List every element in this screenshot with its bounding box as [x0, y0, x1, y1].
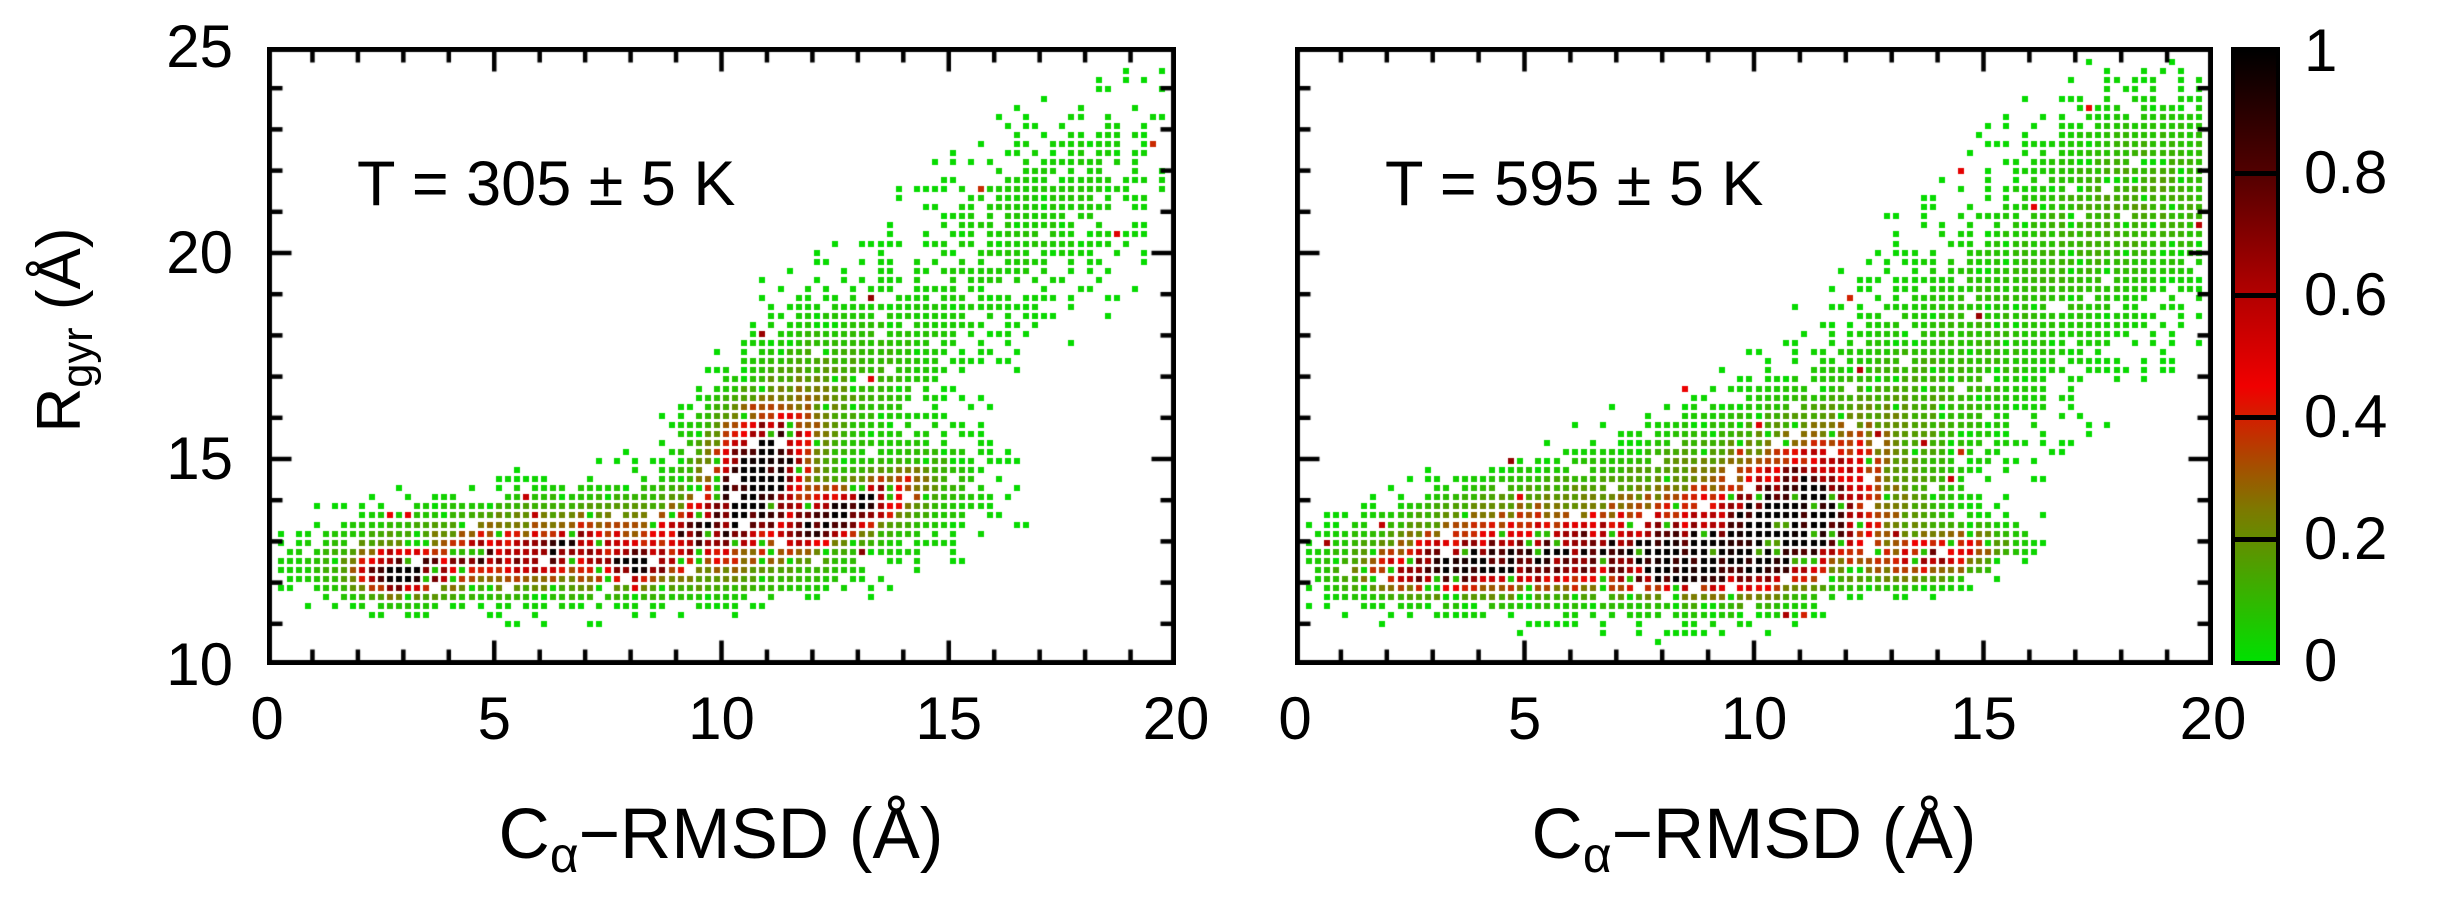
x-tick-label: 20 [2179, 685, 2247, 752]
x-tick-label: 20 [1142, 685, 1210, 752]
colorbar-tick-label: 1 [2304, 17, 2338, 84]
panel-annotation-305k: T = 305 ± 5 K [357, 149, 736, 219]
x-axis-title-rest: −RMSD (Å) [578, 795, 944, 874]
colorbar-tick-line [2235, 537, 2276, 542]
y-tick-label: 20 [166, 219, 233, 286]
x-tick-label: 15 [1950, 685, 2017, 752]
x-tick-label: 5 [1507, 685, 1542, 752]
y-tick-label: 15 [166, 425, 233, 492]
x-axis-title-left: Cα−RMSD (Å) [499, 799, 944, 880]
y-axis-title: Rgyr (Å) [25, 228, 102, 433]
x-tick-label: 0 [1278, 685, 1312, 752]
colorbar-tick-label: 0.6 [2304, 261, 2388, 328]
scatter-canvas-305k [267, 47, 1176, 665]
x-tick-label: 5 [477, 685, 511, 752]
x-tick-label: 0 [250, 685, 284, 752]
panel-annotation-595k: T = 595 ± 5 K [1385, 149, 1764, 219]
colorbar-tick-line [2235, 171, 2276, 176]
colorbar-tick-label: 0.4 [2304, 383, 2388, 450]
colorbar-gradient [2235, 51, 2276, 661]
x-axis-title-base: C [1531, 795, 1583, 874]
y-tick-label: 25 [166, 13, 233, 80]
colorbar-tick-label: 0.8 [2304, 139, 2388, 206]
x-axis-title-base: C [498, 795, 550, 874]
plot-panel-595k: T = 595 ± 5 K [1295, 47, 2213, 665]
x-axis-title-subscript: α [549, 826, 579, 883]
x-tick-label: 15 [915, 685, 983, 752]
y-axis-title-subscript: gyr [54, 327, 103, 388]
colorbar-tick-line [2235, 293, 2276, 298]
y-axis-title-rest: (Å) [25, 227, 94, 328]
y-tick-label: 10 [166, 631, 233, 698]
y-axis-title-base: R [25, 387, 94, 433]
colorbar-tick-label: 0 [2304, 627, 2338, 694]
colorbar [2231, 47, 2280, 665]
colorbar-tick-line [2235, 415, 2276, 420]
plot-panel-305k: T = 305 ± 5 K [267, 47, 1176, 665]
x-tick-label: 10 [688, 685, 755, 752]
x-tick-label: 10 [1720, 685, 1788, 752]
scatter-canvas-595k [1295, 47, 2213, 665]
colorbar-tick-label: 0.2 [2304, 505, 2388, 572]
x-axis-title-rest: −RMSD (Å) [1611, 795, 1977, 874]
x-axis-title-subscript: α [1582, 826, 1612, 883]
x-axis-title-right: Cα−RMSD (Å) [1532, 799, 1977, 880]
